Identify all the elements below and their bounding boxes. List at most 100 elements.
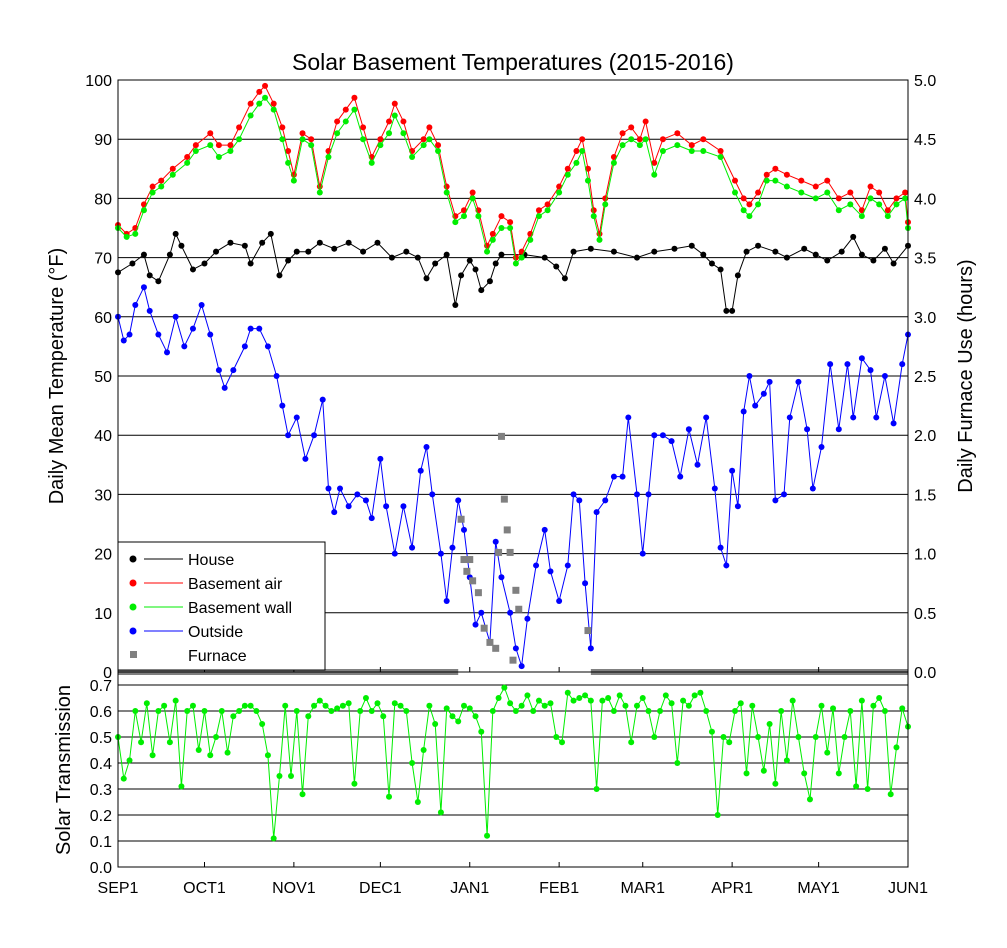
data-point xyxy=(458,272,465,279)
furnace-point xyxy=(509,656,517,664)
data-point xyxy=(391,700,398,707)
data-point xyxy=(541,526,548,533)
series-line xyxy=(117,85,909,259)
data-point xyxy=(740,195,747,202)
y-tick-label: 0.7 xyxy=(90,678,112,695)
data-point xyxy=(590,213,597,220)
legend-label: Basement wall xyxy=(188,600,292,617)
data-point xyxy=(146,307,153,314)
data-point xyxy=(844,361,851,368)
data-point xyxy=(795,378,802,385)
data-point xyxy=(593,786,600,792)
data-point xyxy=(677,473,684,480)
y2-tick-label: 3.0 xyxy=(914,310,936,327)
data-point xyxy=(662,692,669,699)
data-point xyxy=(827,361,834,368)
data-point xyxy=(132,301,139,308)
data-point xyxy=(334,130,341,137)
data-point xyxy=(556,183,563,190)
data-point xyxy=(293,248,300,255)
data-point xyxy=(164,349,171,356)
data-point xyxy=(475,213,482,220)
data-point xyxy=(824,189,831,196)
data-point xyxy=(484,832,491,839)
data-point xyxy=(512,708,519,714)
y-tick-label: 0.5 xyxy=(90,730,112,747)
data-point xyxy=(414,254,421,261)
data-point xyxy=(403,248,410,255)
data-point xyxy=(443,705,450,712)
data-point xyxy=(628,124,635,131)
legend-label: Furnace xyxy=(188,648,247,665)
x-tick-label: JUN1 xyxy=(888,880,928,897)
data-point xyxy=(342,106,349,113)
data-point xyxy=(703,414,710,421)
data-point xyxy=(423,275,430,282)
data-point xyxy=(610,708,617,714)
y-tick-label: 0.3 xyxy=(90,782,112,799)
y-tick-label: 0.6 xyxy=(90,704,112,721)
data-point xyxy=(668,700,675,707)
data-point xyxy=(259,721,266,727)
data-point xyxy=(524,615,531,622)
data-point xyxy=(789,697,796,704)
data-point xyxy=(138,739,145,746)
data-point xyxy=(207,752,214,759)
data-point xyxy=(564,165,571,172)
data-point xyxy=(489,236,496,243)
data-point xyxy=(120,775,127,782)
series-outside xyxy=(115,284,911,670)
data-point xyxy=(308,142,315,149)
data-point xyxy=(893,201,900,208)
data-point xyxy=(388,254,395,261)
data-point xyxy=(161,702,168,709)
data-point xyxy=(760,390,767,397)
data-point xyxy=(357,708,364,714)
data-point xyxy=(570,491,577,498)
data-point xyxy=(535,213,542,220)
data-point xyxy=(293,708,300,714)
data-point xyxy=(380,713,387,720)
bottom-y-axis-label: Solar Transmission xyxy=(53,685,75,855)
data-point xyxy=(812,251,819,258)
data-point xyxy=(850,233,857,240)
data-point xyxy=(386,118,393,125)
data-point xyxy=(227,239,234,246)
data-point xyxy=(579,148,586,155)
furnace-point xyxy=(512,586,520,594)
data-point xyxy=(374,700,381,707)
data-point xyxy=(783,171,790,178)
data-point xyxy=(287,773,294,779)
data-point xyxy=(734,272,741,279)
data-point xyxy=(414,799,421,805)
data-point xyxy=(824,177,831,184)
legend: House Basement air Basement wall Outside Fur… xyxy=(117,541,326,671)
data-point xyxy=(576,497,583,504)
data-point xyxy=(884,207,891,214)
data-point xyxy=(507,700,514,707)
data-point xyxy=(541,254,548,261)
series-line xyxy=(117,232,909,312)
data-point xyxy=(305,713,312,720)
data-point xyxy=(319,396,326,403)
data-point xyxy=(230,367,237,374)
y-tick-label: 0.1 xyxy=(90,834,112,851)
data-point xyxy=(881,245,888,252)
data-point xyxy=(362,497,369,504)
data-point xyxy=(391,100,398,107)
legend-box xyxy=(117,541,326,671)
data-point xyxy=(403,708,410,714)
data-point xyxy=(890,420,897,427)
data-point xyxy=(241,343,248,350)
y-tick-label: 30 xyxy=(94,487,112,504)
data-point xyxy=(685,426,692,433)
data-point xyxy=(657,708,664,714)
data-point xyxy=(576,695,583,701)
data-point xyxy=(893,744,900,751)
data-point xyxy=(680,697,687,704)
data-point xyxy=(195,747,202,753)
data-point xyxy=(887,791,894,798)
data-point xyxy=(584,177,591,184)
data-point xyxy=(276,773,283,779)
data-point xyxy=(386,130,393,137)
